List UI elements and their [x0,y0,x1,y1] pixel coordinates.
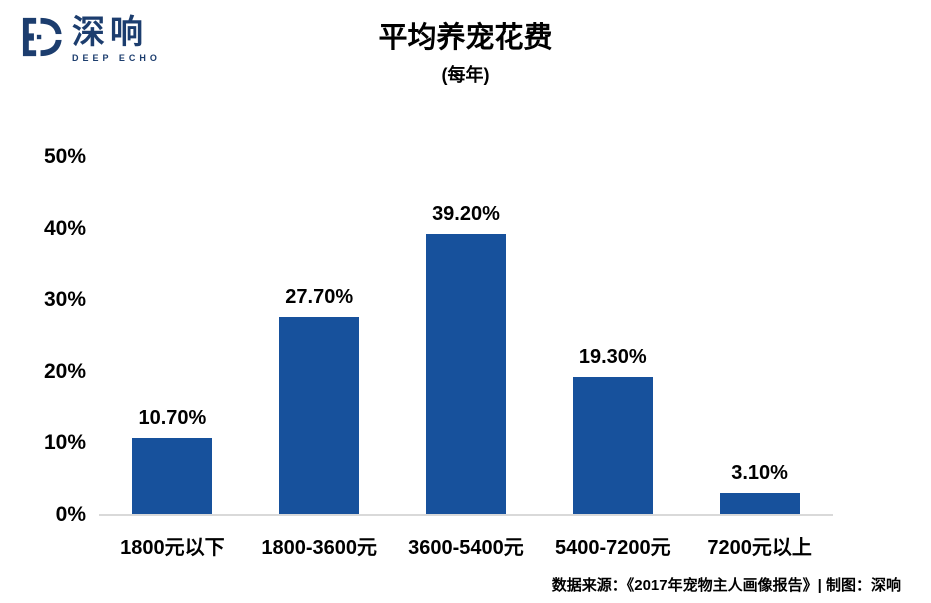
plot-area: 10.70% 27.70% 39.20% 19.30% 3.10% [99,157,833,515]
chart-title: 平均养宠花费 [378,22,553,54]
category-label: 7200元以上 [707,537,812,559]
bar-value-label: 19.30% [578,345,647,368]
bar-slot: 3.10% [686,157,833,515]
bar [279,316,360,515]
bar-value-label: 10.70% [138,407,207,430]
category-label: 1800元以下 [120,537,225,559]
y-tick-label: 30% [43,288,86,312]
category-label: 1800-3600元 [261,537,378,559]
category-axis: 1800元以下 1800-3600元 3600-5400元 5400-7200元 720… [99,531,833,560]
bar-slot: 27.70% [246,157,393,515]
category-label: 5400-7200元 [554,537,671,559]
bar [132,438,213,515]
y-tick-label: 0% [55,503,86,526]
bar [425,234,506,515]
y-tick-label: 20% [43,359,86,383]
y-axis: 50% 40% 30% 20% 10% 0% [28,145,86,526]
category-label: 3600-5400元 [408,537,524,559]
bar-slot: 39.20% [393,157,540,515]
y-tick-label: 50% [43,145,86,168]
bar-value-label: 27.70% [285,285,354,308]
bar-value-label: 39.20% [432,203,500,226]
bar-slot: 19.30% [539,157,686,515]
y-tick-label: 10% [43,431,86,455]
deep-echo-logo: 深响 DEEP ECHO [20,14,161,63]
chart-subtitle: (每年) [441,65,490,85]
bar-slot: 10.70% [99,157,246,515]
bar-value-label: 3.10% [731,461,788,484]
x-axis-line [99,514,833,516]
deep-echo-logo-icon [22,17,64,57]
logo-name-en: DEEP ECHO [72,53,161,63]
source-note: 数据来源：《2017年宠物主人画像报告》| 制图：深响 [551,577,901,594]
y-tick-label: 40% [43,216,86,240]
logo-name-cn: 深响 [72,13,148,50]
bar [719,492,800,515]
logo-text: 深响 DEEP ECHO [72,13,161,64]
bar [572,376,653,515]
